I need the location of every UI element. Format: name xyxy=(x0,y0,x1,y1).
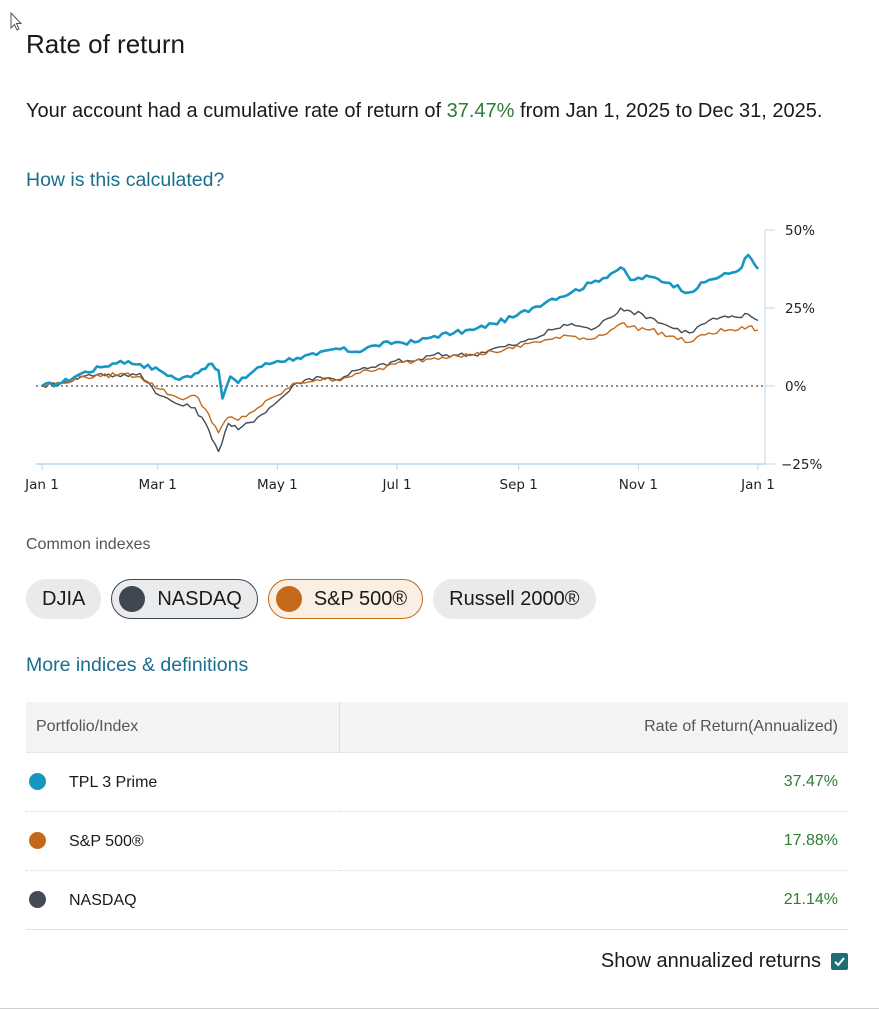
x-tick-label: May 1 xyxy=(257,477,298,493)
annualized-checkbox[interactable] xyxy=(831,953,848,970)
annualized-label: Show annualized returns xyxy=(600,950,821,972)
index-chips: DJIA NASDAQ S&P 500® Russell 2000® xyxy=(26,579,596,619)
table-row: TPL 3 Prime 37.47% xyxy=(26,752,848,812)
summary-suffix: from Jan 1, 2025 to Dec 31, 2025. xyxy=(514,100,823,122)
chip-sp500[interactable]: S&P 500® xyxy=(267,579,424,619)
page-title: Rate of return xyxy=(26,29,185,59)
chart-lines xyxy=(41,253,760,453)
row-value: 37.47% xyxy=(339,752,848,812)
chip-label: NASDAQ xyxy=(157,587,242,610)
summary-prefix: Your account had a cumulative rate of re… xyxy=(26,100,447,122)
x-tick-label: Nov 1 xyxy=(619,477,658,493)
series-dot-icon xyxy=(29,890,46,908)
chip-nasdaq[interactable]: NASDAQ xyxy=(111,579,258,619)
rate-of-return-chart: 50% 25% 0% −25% Jan 1 Mar 1 May 1 Jul 1 Sep 1 Nov… xyxy=(24,223,822,493)
how-calculated-link[interactable]: How is this calculated? xyxy=(26,169,225,191)
chip-label: DJIA xyxy=(42,587,86,610)
series-line-nasdaq xyxy=(41,307,759,453)
series-dot-icon xyxy=(29,831,46,849)
table-row: NASDAQ 21.14% xyxy=(26,870,848,930)
row-value: 21.14% xyxy=(339,870,848,930)
chart-axes: 50% 25% 0% −25% Jan 1 Mar 1 May 1 Jul 1 Sep 1 Nov… xyxy=(24,223,822,493)
y-tick-label: 25% xyxy=(785,301,815,317)
table-row: S&P 500® 17.88% xyxy=(26,811,848,871)
y-tick-label: 0% xyxy=(785,379,807,395)
return-summary: Your account had a cumulative rate of re… xyxy=(26,96,826,126)
row-name: NASDAQ xyxy=(69,891,137,909)
x-tick-label: Jan 1 xyxy=(24,477,59,493)
mouse-cursor-icon xyxy=(10,12,23,31)
divider xyxy=(0,1008,879,1009)
more-indices-link[interactable]: More indices & definitions xyxy=(26,654,249,676)
x-tick-label: Jul 1 xyxy=(381,477,411,493)
chip-label: Russell 2000® xyxy=(449,587,580,610)
y-tick-label: 50% xyxy=(785,223,815,239)
annualized-toggle: Show annualized returns xyxy=(601,950,848,973)
y-tick-label: −25% xyxy=(781,457,822,473)
row-name: S&P 500® xyxy=(69,832,144,850)
chip-label: S&P 500® xyxy=(313,587,408,610)
x-tick-label: Sep 1 xyxy=(500,477,538,493)
x-tick-label: Mar 1 xyxy=(139,477,177,493)
row-value: 17.88% xyxy=(339,811,848,871)
checkmark-icon xyxy=(834,957,845,967)
summary-percent: 37.47% xyxy=(446,100,515,122)
x-tick-label: Jan 1 xyxy=(740,477,775,493)
sp500-dot-icon xyxy=(275,586,302,612)
series-line-tpl-3-prime xyxy=(41,253,760,400)
series-line-s-p-500- xyxy=(41,322,759,434)
returns-table: Portfolio/Index Rate of Return(Annualize… xyxy=(26,702,848,930)
chip-russell2000[interactable]: Russell 2000® xyxy=(433,579,596,619)
series-dot-icon xyxy=(29,772,46,790)
column-header-portfolio: Portfolio/Index xyxy=(26,702,341,753)
common-indexes-label: Common indexes xyxy=(26,536,151,553)
row-name: TPL 3 Prime xyxy=(69,773,158,791)
nasdaq-dot-icon xyxy=(119,586,146,612)
column-header-return: Rate of Return(Annualized) xyxy=(339,702,848,753)
chip-djia[interactable]: DJIA xyxy=(26,579,102,619)
